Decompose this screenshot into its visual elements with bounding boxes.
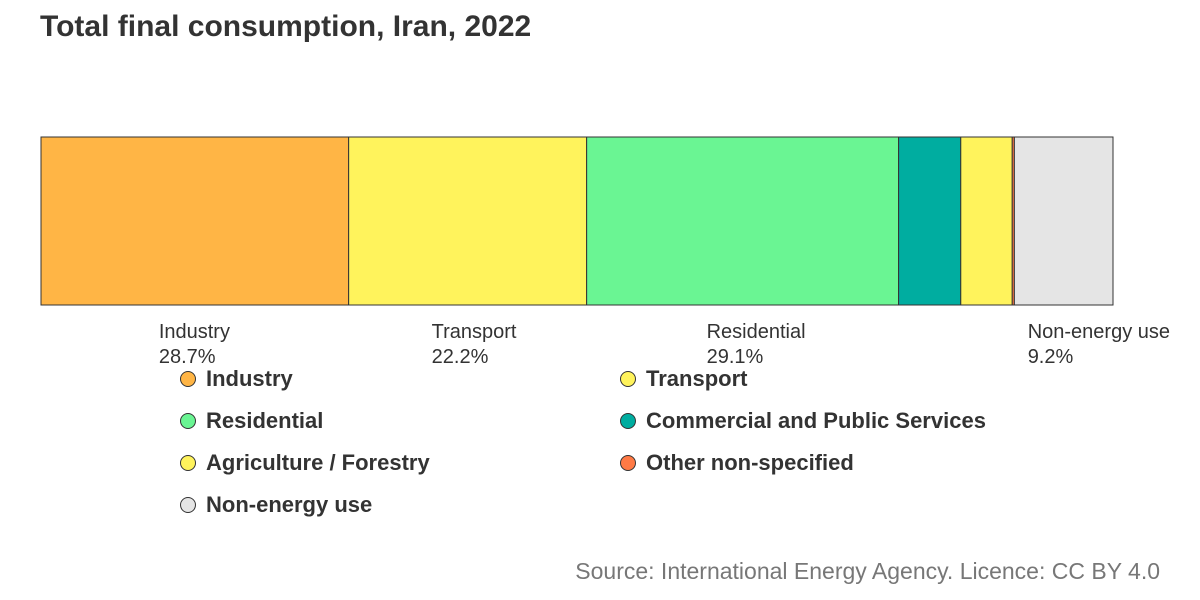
legend-label: Transport [646, 366, 748, 391]
legend-label: Residential [206, 408, 323, 433]
segment-label-group: Industry 28.7% Transport 22.2% Residential 29… [159, 321, 1170, 368]
legend-label: Non-energy use [206, 492, 372, 517]
legend-label: Industry [206, 366, 294, 391]
legend-item: Other non-specified [620, 450, 854, 475]
segment-label: Industry [159, 321, 230, 343]
legend: Industry Transport Residential Commercial a… [180, 366, 986, 517]
segment-label: Residential [707, 321, 806, 343]
legend-marker [620, 455, 636, 471]
legend-label: Agriculture / Forestry [206, 450, 430, 475]
legend-label: Other non-specified [646, 450, 854, 475]
bar-segment-transport [348, 136, 588, 306]
chart-title: Total final consumption, Iran, 2022 [40, 10, 532, 43]
legend-item: Transport [620, 366, 748, 391]
legend-item: Residential [180, 408, 323, 433]
legend-item: Agriculture / Forestry [180, 450, 430, 475]
legend-label: Commercial and Public Services [646, 408, 986, 433]
legend-item: Industry [180, 366, 294, 391]
segment-label: Non-energy use [1028, 321, 1170, 343]
legend-item: Commercial and Public Services [620, 408, 986, 433]
segment-value-label: 22.2% [432, 346, 489, 368]
bar-segment-residential [586, 136, 900, 306]
legend-marker [180, 413, 196, 429]
bar-group [40, 136, 1114, 306]
segment-label: Transport [432, 321, 517, 343]
legend-marker [620, 413, 636, 429]
bar-segment-industry [40, 136, 350, 306]
bar-segment-commercial-and-public-services [898, 136, 962, 306]
bar-segment-agriculture-forestry [960, 136, 1013, 306]
segment-value-label: 29.1% [707, 346, 764, 368]
legend-marker [180, 497, 196, 513]
legend-marker [180, 455, 196, 471]
source-note: Source: International Energy Agency. Lic… [575, 558, 1160, 584]
segment-value-label: 9.2% [1028, 346, 1074, 368]
legend-item: Non-energy use [180, 492, 372, 517]
legend-marker [620, 371, 636, 387]
legend-marker [180, 371, 196, 387]
segment-value-label: 28.7% [159, 346, 216, 368]
bar-segment-non-energy-use [1013, 136, 1114, 306]
